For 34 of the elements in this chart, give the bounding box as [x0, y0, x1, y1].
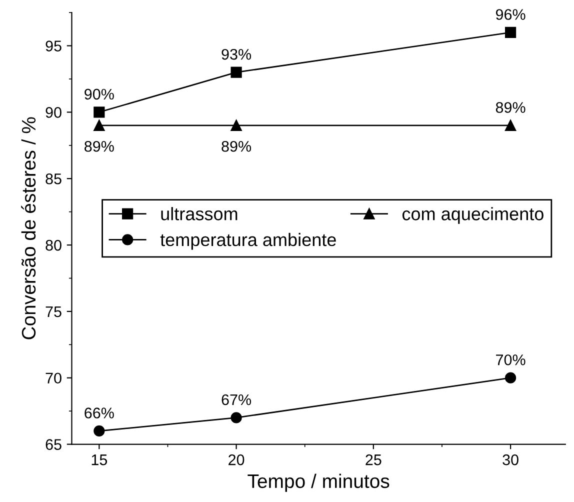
point: [94, 120, 105, 132]
x-axis-title: Tempo / minutos: [248, 474, 390, 492]
y-tick-label: 85: [46, 173, 62, 184]
legend-label: temperatura ambiente: [160, 232, 336, 250]
legend-label: com aquecimento: [402, 207, 544, 224]
data-label: 90%: [84, 88, 114, 100]
point: [230, 412, 242, 424]
y-tick-label: 90: [46, 107, 62, 118]
data-label: 89%: [222, 140, 252, 152]
point: [94, 425, 105, 437]
x-tick-label: 20: [228, 454, 244, 466]
data-label: 67%: [222, 394, 252, 406]
point: [504, 26, 516, 38]
data-label: 66%: [84, 408, 114, 418]
legend-label: ultrassom: [161, 207, 238, 220]
data-label: 89%: [496, 102, 526, 113]
y-tick-label: 65: [46, 439, 62, 450]
x-tick-label: 30: [502, 454, 518, 466]
y-tick-label: 95: [46, 40, 62, 52]
data-label: 96%: [496, 9, 526, 20]
x-tick-label: 15: [92, 454, 108, 466]
data-label: 93%: [222, 48, 252, 60]
y-tick-label: 80: [46, 240, 62, 251]
point: [230, 120, 242, 132]
y-axis-title: Conversão de ésteres / %: [21, 117, 36, 340]
data-label: 89%: [84, 140, 114, 152]
point: [94, 106, 105, 118]
point: [504, 120, 516, 132]
data-label: 70%: [496, 354, 526, 366]
y-tick-label: 70: [46, 372, 62, 384]
point: [230, 66, 242, 78]
point: [504, 372, 516, 384]
y-tick-label: 75: [46, 306, 62, 318]
x-tick-label: 25: [366, 454, 382, 466]
